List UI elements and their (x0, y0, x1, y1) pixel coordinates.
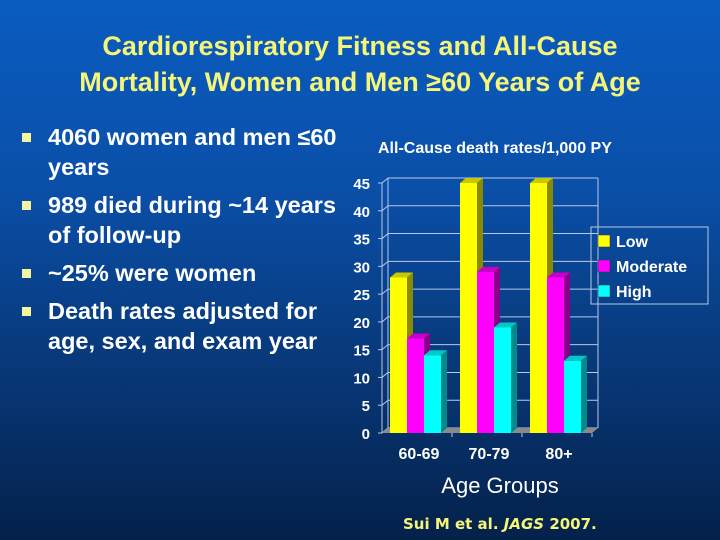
title-line-1: Cardiorespiratory Fitness and All-Cause (102, 31, 618, 61)
legend-label: Moderate (616, 259, 687, 276)
bar-top (424, 350, 447, 356)
citation-authors: Sui M et al. (403, 515, 499, 533)
bullet-item: 4060 women and men ≤60 years (18, 122, 348, 182)
y-tick-label: 10 (353, 370, 370, 387)
gridline-side (381, 205, 389, 212)
bar-low (390, 277, 407, 433)
bar-top (547, 272, 570, 278)
bullet-text: 989 died during ~14 years of follow-up (48, 192, 337, 248)
bar-moderate (407, 338, 424, 433)
title-line-2: Mortality, Women and Men ≥60 Years of Ag… (79, 67, 641, 97)
bar-top (494, 322, 517, 328)
x-axis-label: Age Groups (441, 473, 558, 498)
legend-label: High (616, 284, 652, 301)
bullet-text: 4060 women and men ≤60 years (48, 124, 337, 180)
bar-low (460, 183, 477, 433)
bar-side (441, 350, 447, 433)
bar-top (407, 333, 430, 339)
bullet-item: 989 died during ~14 years of follow-up (18, 190, 348, 250)
legend-label: Low (616, 234, 649, 251)
bullet-square-icon (22, 269, 31, 278)
y-tick-label: 40 (353, 204, 370, 221)
bar-high (564, 360, 581, 433)
bar-top (460, 178, 483, 183)
gridline-side (381, 233, 389, 239)
bar-top (477, 266, 500, 272)
bar-high (494, 327, 511, 433)
legend-swatch-low (597, 234, 611, 248)
legend-box (590, 226, 709, 305)
x-tick-label: 70-79 (469, 446, 510, 463)
y-tick-label: 35 (353, 232, 370, 249)
y-tick-label: 15 (353, 343, 370, 360)
bar-moderate (477, 271, 494, 433)
y-tick-label: 20 (353, 315, 370, 332)
legend-swatch-moderate (597, 259, 611, 273)
bar-side (511, 322, 517, 433)
legend-swatch-high (597, 284, 611, 298)
x-tick-label: 80+ (545, 446, 572, 463)
y-tick-label: 25 (353, 287, 370, 304)
y-tick-label: 30 (353, 259, 370, 276)
chart-title: All-Cause death rates/1,000 PY (378, 140, 612, 157)
gridline-side (381, 316, 389, 323)
citation-year: 2007. (549, 515, 597, 533)
bar-side (581, 355, 587, 433)
bullet-square-icon (22, 307, 31, 316)
gridline-side (381, 260, 389, 267)
bar-high (424, 355, 441, 433)
bullet-text: Death rates adjusted for age, sex, and e… (48, 298, 318, 354)
bar-top (564, 355, 587, 361)
bullet-text: ~25% were women (48, 260, 257, 286)
bullet-item: Death rates adjusted for age, sex, and e… (18, 296, 348, 356)
y-tick-label: 5 (362, 398, 370, 415)
bar-top (530, 178, 553, 183)
bar-low (530, 183, 547, 433)
bullet-item: ~25% were women (18, 258, 348, 288)
gridline-side (381, 372, 389, 378)
gridline-side (381, 288, 389, 295)
y-tick-label: 45 (353, 176, 370, 193)
bullet-square-icon (22, 133, 31, 142)
gridline-side (381, 344, 389, 351)
citation-journal: JAGS (503, 515, 545, 533)
bar-top (390, 272, 413, 278)
gridline-side (381, 177, 389, 184)
y-tick-label: 0 (362, 426, 370, 443)
bar-moderate (547, 277, 564, 433)
bullet-square-icon (22, 201, 31, 210)
gridline-side (381, 399, 389, 406)
bullet-list: 4060 women and men ≤60 years 989 died du… (18, 122, 348, 364)
citation: Sui M et al. JAGS 2007. (403, 515, 597, 533)
slide-title: Cardiorespiratory Fitness and All-Cause … (0, 28, 720, 100)
x-tick-label: 60-69 (399, 446, 440, 463)
